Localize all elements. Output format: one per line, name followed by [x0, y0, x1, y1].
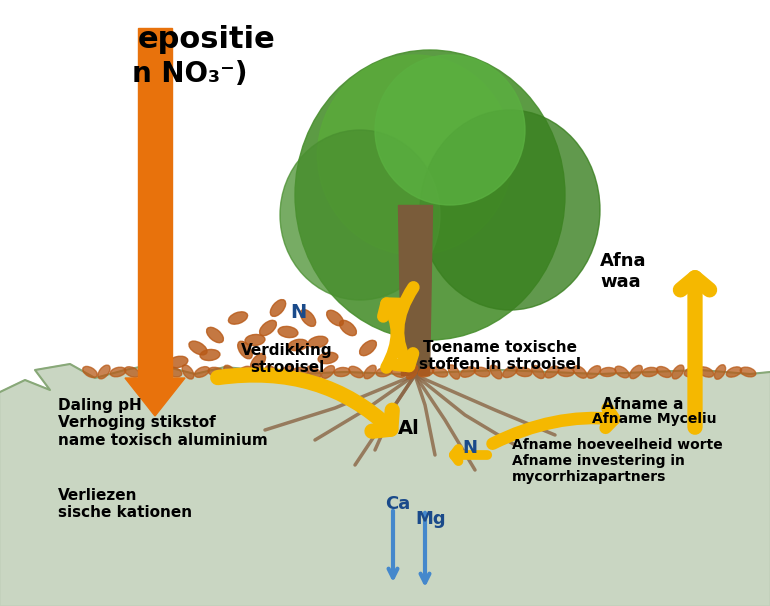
- Ellipse shape: [279, 366, 293, 378]
- Text: N: N: [462, 439, 477, 457]
- Ellipse shape: [726, 367, 742, 377]
- Ellipse shape: [406, 365, 418, 379]
- Ellipse shape: [698, 367, 714, 377]
- Ellipse shape: [182, 365, 194, 379]
- Ellipse shape: [418, 367, 434, 377]
- Ellipse shape: [672, 365, 684, 379]
- Ellipse shape: [642, 367, 658, 377]
- Ellipse shape: [740, 367, 756, 377]
- Ellipse shape: [334, 367, 350, 376]
- Ellipse shape: [420, 110, 600, 310]
- Ellipse shape: [490, 365, 502, 379]
- Ellipse shape: [573, 366, 587, 378]
- Polygon shape: [138, 28, 172, 378]
- Ellipse shape: [340, 321, 357, 336]
- Ellipse shape: [166, 367, 182, 377]
- Ellipse shape: [152, 367, 168, 377]
- FancyArrowPatch shape: [218, 375, 392, 431]
- Text: Afname Myceliu: Afname Myceliu: [592, 412, 717, 426]
- Ellipse shape: [250, 353, 266, 371]
- Ellipse shape: [545, 366, 559, 378]
- Text: Toename toxische
stoffen in strooisel: Toename toxische stoffen in strooisel: [419, 340, 581, 373]
- Text: Afname a: Afname a: [602, 397, 684, 412]
- Ellipse shape: [531, 365, 544, 379]
- Ellipse shape: [237, 366, 251, 378]
- Ellipse shape: [208, 367, 224, 377]
- Text: Afname hoeveelheid worte
Afname investering in
mycorrhizapartners: Afname hoeveelheid worte Afname invester…: [512, 438, 723, 484]
- Ellipse shape: [685, 367, 700, 377]
- Ellipse shape: [189, 341, 207, 355]
- Ellipse shape: [308, 336, 328, 348]
- Ellipse shape: [503, 367, 517, 378]
- Text: epositie: epositie: [138, 25, 276, 54]
- Ellipse shape: [229, 312, 248, 324]
- Ellipse shape: [224, 365, 236, 379]
- Ellipse shape: [317, 55, 513, 255]
- Ellipse shape: [250, 367, 266, 376]
- Ellipse shape: [349, 366, 363, 378]
- FancyArrowPatch shape: [383, 304, 400, 368]
- Ellipse shape: [98, 365, 110, 379]
- Ellipse shape: [558, 367, 574, 376]
- Ellipse shape: [168, 356, 188, 368]
- Text: Afna
waa: Afna waa: [600, 252, 647, 291]
- Ellipse shape: [588, 365, 601, 378]
- Ellipse shape: [318, 352, 338, 364]
- Ellipse shape: [238, 341, 253, 359]
- Text: Ca: Ca: [385, 495, 410, 513]
- Ellipse shape: [448, 365, 460, 379]
- Ellipse shape: [292, 367, 308, 376]
- Ellipse shape: [657, 367, 671, 378]
- Ellipse shape: [140, 365, 152, 379]
- Ellipse shape: [615, 366, 629, 378]
- Ellipse shape: [390, 367, 406, 378]
- Ellipse shape: [82, 367, 97, 378]
- Text: Al: Al: [398, 419, 420, 438]
- FancyArrowPatch shape: [493, 408, 614, 444]
- Ellipse shape: [259, 321, 276, 336]
- Ellipse shape: [460, 367, 476, 378]
- Polygon shape: [125, 378, 185, 416]
- Ellipse shape: [474, 367, 490, 377]
- Ellipse shape: [206, 327, 223, 342]
- Ellipse shape: [326, 310, 343, 326]
- Ellipse shape: [715, 365, 725, 379]
- Ellipse shape: [432, 367, 447, 377]
- Ellipse shape: [363, 365, 377, 379]
- Text: Verliezen
sische kationen: Verliezen sische kationen: [58, 488, 192, 521]
- FancyArrowPatch shape: [454, 449, 487, 461]
- Ellipse shape: [278, 327, 298, 338]
- Ellipse shape: [245, 335, 265, 345]
- Text: n NO₃⁻): n NO₃⁻): [132, 60, 247, 88]
- Ellipse shape: [200, 350, 220, 361]
- Ellipse shape: [280, 130, 440, 300]
- Text: Mg: Mg: [415, 510, 446, 528]
- Ellipse shape: [321, 365, 334, 378]
- Ellipse shape: [360, 341, 377, 356]
- Ellipse shape: [600, 367, 616, 376]
- Text: Daling pH
Verhoging stikstof
name toxisch aluminium: Daling pH Verhoging stikstof name toxisc…: [58, 398, 268, 448]
- Text: Verdikking
strooisel: Verdikking strooisel: [241, 343, 333, 375]
- Ellipse shape: [516, 367, 532, 376]
- Ellipse shape: [288, 339, 308, 351]
- Ellipse shape: [110, 367, 126, 377]
- Ellipse shape: [270, 299, 286, 316]
- Ellipse shape: [125, 367, 139, 378]
- Ellipse shape: [300, 310, 316, 327]
- Ellipse shape: [375, 55, 525, 205]
- Ellipse shape: [195, 367, 209, 378]
- Ellipse shape: [376, 367, 392, 377]
- Text: N: N: [290, 302, 306, 322]
- Ellipse shape: [295, 50, 565, 340]
- FancyArrowPatch shape: [396, 287, 413, 366]
- FancyArrowPatch shape: [681, 278, 710, 427]
- Polygon shape: [0, 364, 770, 606]
- Ellipse shape: [266, 365, 279, 378]
- Ellipse shape: [630, 365, 642, 379]
- Ellipse shape: [307, 366, 321, 378]
